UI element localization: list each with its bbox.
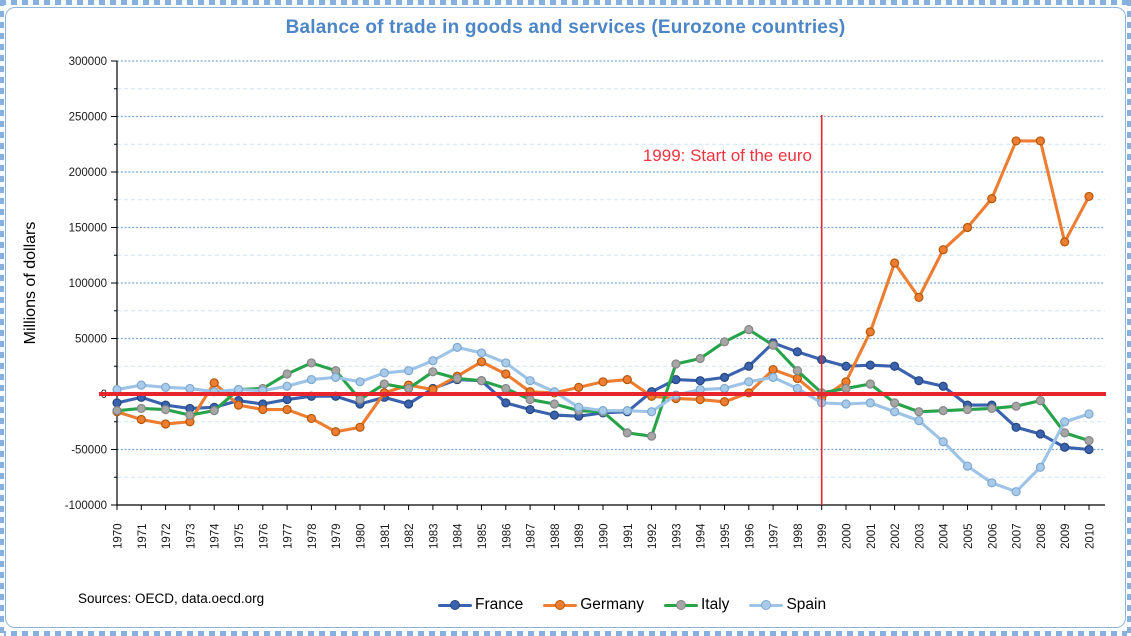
sources-note: Sources: OECD, data.oecd.org bbox=[78, 591, 265, 606]
chart-title: Balance of trade in goods and services (… bbox=[285, 17, 846, 38]
legend-item-spain[interactable]: Spain bbox=[749, 596, 826, 614]
spain-line-marker-swatch bbox=[749, 599, 784, 611]
selection-border-left bbox=[0, 0, 4, 636]
legend-item-germany[interactable]: Germany bbox=[543, 596, 644, 614]
legend-label-france: France bbox=[475, 596, 524, 613]
selection-border-top bbox=[0, 0, 1131, 5]
selection-border-right bbox=[1127, 0, 1131, 636]
euro-start-annotation: 1999: Start of the euro bbox=[642, 146, 812, 165]
chart-area[interactable] bbox=[5, 7, 1126, 628]
legend-label-spain: Spain bbox=[786, 596, 827, 613]
y-axis-title: Millions of dollars bbox=[22, 221, 39, 345]
chart-legend: France Germany Italy Spain bbox=[438, 596, 826, 614]
france-line-marker-swatch bbox=[438, 599, 472, 611]
legend-label-germany: Germany bbox=[580, 596, 644, 613]
legend-item-italy[interactable]: Italy bbox=[664, 596, 729, 614]
germany-line-marker-swatch bbox=[543, 599, 578, 611]
legend-label-italy: Italy bbox=[701, 596, 730, 613]
legend-item-france[interactable]: France bbox=[438, 596, 523, 614]
selection-border-bottom bbox=[0, 631, 1131, 636]
italy-line-marker-swatch bbox=[664, 599, 698, 611]
